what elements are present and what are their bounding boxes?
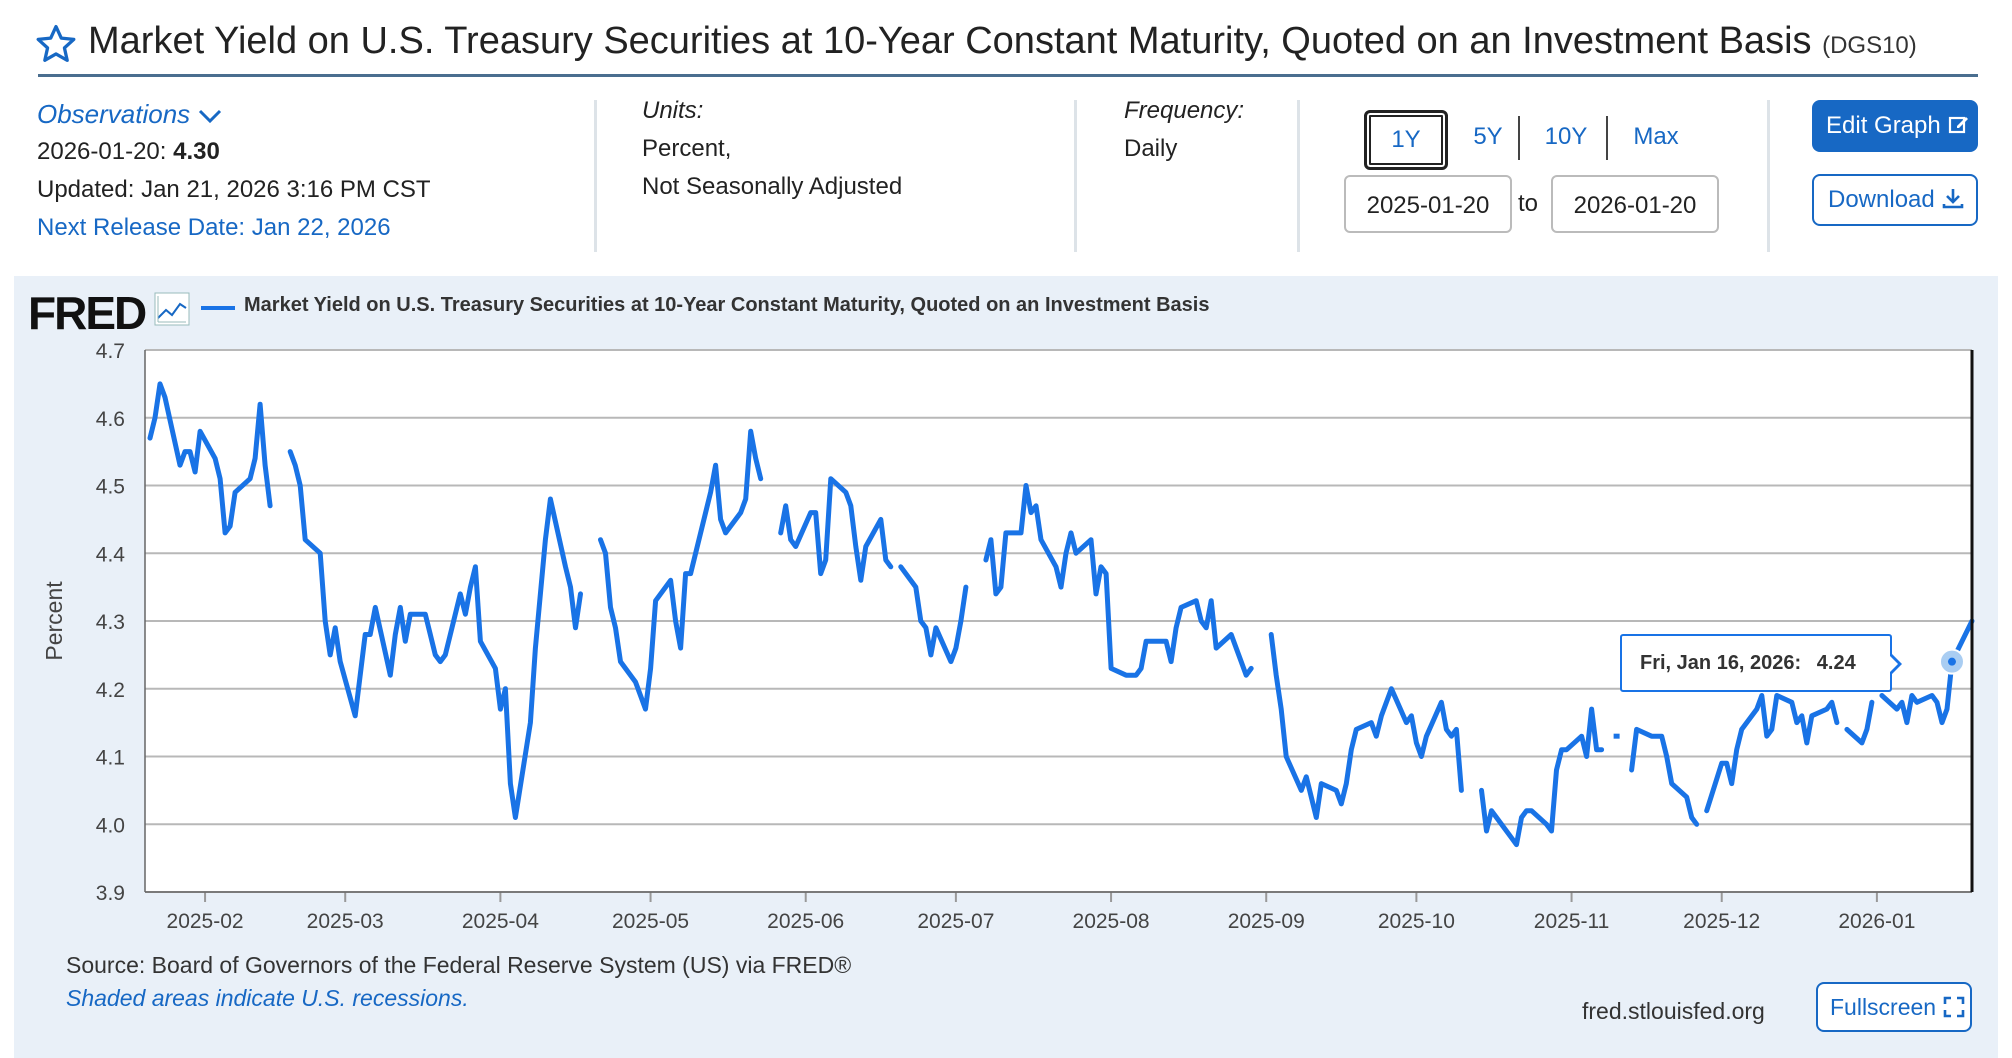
to-label: to	[1518, 190, 1539, 217]
recessions-link[interactable]: Shaded areas indicate U.S. recessions.	[66, 985, 469, 1011]
series-line	[983, 483, 1254, 678]
series-line	[1704, 693, 1840, 814]
series-line	[1879, 618, 1975, 726]
series-line	[898, 564, 969, 665]
y-tick-label: 4.2	[96, 679, 125, 702]
title-divider	[38, 74, 1978, 77]
x-tick-label: 2025-10	[1378, 910, 1455, 933]
tooltip-date: Fri, Jan 16, 2026:	[1640, 652, 1802, 674]
legend-line	[201, 306, 235, 310]
x-tick-label: 2026-01	[1838, 910, 1915, 933]
range-max-button[interactable]: Max	[1633, 123, 1679, 150]
fullscreen-icon	[1943, 996, 1964, 1018]
series-line	[1479, 706, 1605, 848]
units-block: Units: Percent, Not Seasonally Adjusted	[642, 92, 902, 206]
hover-tooltip: Fri, Jan 16, 2026: 4.24	[1620, 634, 1892, 692]
x-tick-label: 2025-07	[917, 910, 994, 933]
legend-label: Market Yield on U.S. Treasury Securities…	[244, 294, 1210, 316]
start-date-input[interactable]: 2025-01-20	[1344, 175, 1512, 233]
range-10y-button[interactable]: 10Y	[1544, 123, 1588, 150]
x-tick-label: 2025-02	[167, 910, 244, 933]
frequency-block: Frequency: Daily	[1124, 92, 1244, 168]
y-tick-label: 4.5	[96, 476, 125, 499]
download-icon	[1943, 189, 1964, 209]
x-tick-label: 2025-03	[307, 910, 384, 933]
range-1y-button[interactable]: 1Y	[1364, 110, 1448, 170]
fred-graph-icon	[154, 292, 190, 326]
edit-graph-label: Edit Graph	[1826, 112, 1941, 139]
x-tick-label: 2025-05	[612, 910, 689, 933]
updated-text: Updated: Jan 21, 2026 3:16 PM CST	[37, 176, 431, 203]
x-tick-label: 2025-08	[1073, 910, 1150, 933]
highlight-point	[1947, 657, 1956, 666]
series-line	[598, 428, 764, 712]
units-line1: Percent,	[642, 135, 732, 162]
units-line2: Not Seasonally Adjusted	[642, 173, 903, 200]
download-button[interactable]: Download	[1812, 174, 1978, 226]
series-line	[1268, 632, 1464, 820]
observations-block: Observations 2026-01-20: 4.30 Updated: J…	[37, 95, 431, 247]
x-tick-label: 2025-12	[1683, 910, 1760, 933]
y-tick-label: 4.4	[96, 543, 126, 566]
fullscreen-button[interactable]: Fullscreen	[1816, 982, 1972, 1032]
tooltip-arrow-inner	[1889, 655, 1898, 673]
fred-logo: FRED	[28, 287, 147, 339]
tooltip-value: 4.24	[1816, 652, 1856, 674]
chevron-down-icon	[199, 110, 222, 124]
divider	[1767, 100, 1770, 252]
range-separator	[1606, 116, 1608, 160]
y-tick-label: 4.6	[96, 408, 125, 431]
edit-icon	[1949, 116, 1969, 134]
y-tick-label: 4.7	[96, 340, 125, 363]
frequency-label: Frequency:	[1124, 97, 1245, 124]
series-line	[1629, 726, 1700, 827]
series-id: (DGS10)	[1822, 32, 1917, 59]
range-5y-button[interactable]: 5Y	[1473, 123, 1503, 150]
next-release-link[interactable]: Next Release Date: Jan 22, 2026	[37, 214, 391, 241]
latest-date: 2026-01-20:	[37, 138, 167, 165]
series-line	[1844, 699, 1875, 746]
edit-graph-button[interactable]: Edit Graph	[1812, 100, 1978, 152]
star-outline-icon[interactable]	[34, 22, 78, 66]
y-tick-label: 4.3	[96, 611, 125, 634]
source-text: Source: Board of Governors of the Federa…	[66, 952, 852, 978]
x-tick-label: 2025-11	[1534, 910, 1610, 933]
title-row: Market Yield on U.S. Treasury Securities…	[30, 12, 1982, 74]
latest-observation: 2026-01-20: 4.30	[37, 133, 431, 171]
series-title: Market Yield on U.S. Treasury Securities…	[88, 20, 1812, 62]
site-url: fred.stlouisfed.org	[1582, 998, 1765, 1024]
divider	[594, 100, 597, 252]
y-axis-label: Percent	[41, 581, 67, 661]
units-label: Units:	[642, 97, 704, 124]
observations-dropdown[interactable]: Observations	[37, 95, 431, 133]
download-label: Download	[1828, 186, 1935, 213]
end-date-input[interactable]: 2026-01-20	[1551, 175, 1719, 233]
page-title: Market Yield on U.S. Treasury Securities…	[88, 20, 1917, 63]
series-line	[147, 381, 273, 536]
divider	[1074, 100, 1077, 252]
x-tick-label: 2025-04	[462, 910, 539, 933]
y-tick-label: 3.9	[96, 882, 125, 905]
divider	[1297, 100, 1300, 252]
y-tick-label: 4.0	[96, 814, 125, 837]
latest-value: 4.30	[173, 138, 220, 165]
series-line	[287, 449, 583, 820]
x-tick-label: 2025-06	[767, 910, 844, 933]
range-separator	[1518, 116, 1520, 160]
fullscreen-label: Fullscreen	[1830, 994, 1937, 1020]
y-tick-label: 4.1	[96, 747, 125, 770]
frequency-value: Daily	[1124, 135, 1178, 162]
x-tick-label: 2025-09	[1228, 910, 1305, 933]
observations-label: Observations	[37, 99, 191, 129]
series-line	[778, 476, 894, 583]
